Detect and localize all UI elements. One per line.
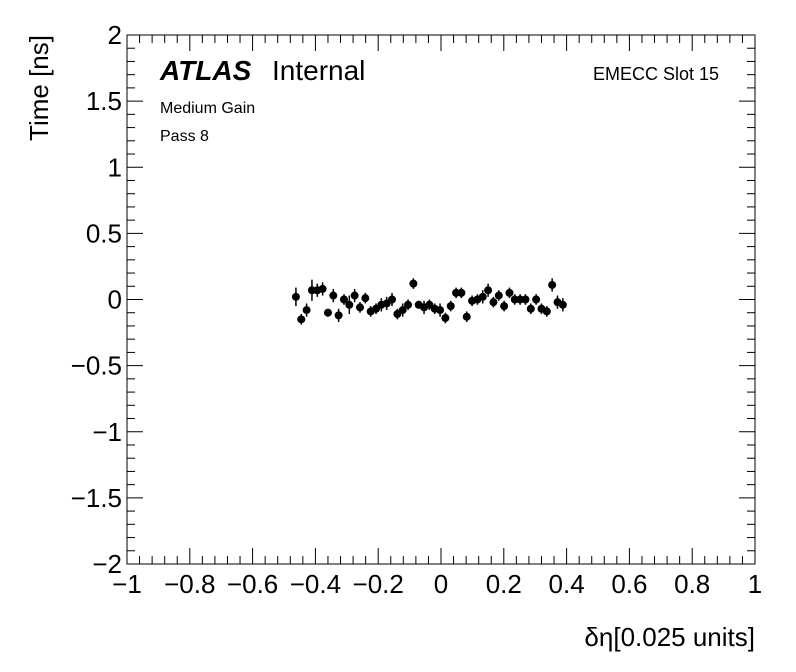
data-point <box>398 306 407 315</box>
data-point <box>291 292 300 301</box>
data-point <box>548 280 557 289</box>
y-tick-label: −0.5 <box>71 351 122 381</box>
internal-label: Internal <box>272 55 365 86</box>
y-tick-labels: −2 −1.5 −1 −0.5 0 0.5 1 1.5 2 <box>71 20 122 579</box>
data-point <box>339 295 348 304</box>
y-tick-label: −2 <box>92 549 122 579</box>
y-tick-label: 1 <box>108 152 122 182</box>
data-point <box>532 295 541 304</box>
x-tick-label: 0.2 <box>486 569 522 599</box>
y-tick-label: −1 <box>92 417 122 447</box>
data-point <box>436 306 445 315</box>
gain-label: Medium Gain <box>160 100 255 117</box>
data-point <box>355 303 364 312</box>
data-point <box>558 300 567 309</box>
x-tick-labels: −1 −0.8 −0.6 −0.4 −0.2 0 0.2 0.4 0.6 0.8 1 <box>112 569 762 599</box>
data-point <box>505 288 514 297</box>
y-tick-label: 1.5 <box>86 86 122 116</box>
data-point <box>478 292 487 301</box>
y-tick-label: −1.5 <box>71 483 122 513</box>
x-tick-label: −0.4 <box>290 569 341 599</box>
data-point <box>302 306 311 315</box>
data-point <box>526 304 535 313</box>
data-point <box>500 302 509 311</box>
data-point <box>345 300 354 309</box>
data-point <box>318 284 327 293</box>
data-point <box>489 298 498 307</box>
data-point <box>350 291 359 300</box>
data-point <box>457 288 466 297</box>
x-tick-label: 0.6 <box>611 569 647 599</box>
x-tick-label: 1 <box>748 569 762 599</box>
x-tick-label: 0.8 <box>674 569 710 599</box>
pass-label: Pass 8 <box>160 128 209 145</box>
x-tick-label: 0 <box>434 569 448 599</box>
data-point <box>542 307 551 316</box>
x-axis-title: δη[0.025 units] <box>584 622 755 652</box>
atlas-label: ATLAS <box>159 55 252 86</box>
x-tick-label: −0.2 <box>353 569 404 599</box>
axis-ticks <box>126 34 756 565</box>
y-tick-label: 2 <box>108 20 122 50</box>
data-point <box>484 286 493 295</box>
data-point <box>388 295 397 304</box>
data-point <box>446 302 455 311</box>
data-point <box>323 308 332 317</box>
data-point <box>521 295 530 304</box>
x-tick-label: −1 <box>112 569 142 599</box>
y-axis-title: Time [ns] <box>24 35 54 141</box>
data-points <box>291 278 567 325</box>
data-point <box>494 291 503 300</box>
data-point <box>361 294 370 303</box>
y-tick-label: 0 <box>108 285 122 315</box>
x-tick-label: 0.4 <box>549 569 585 599</box>
data-point <box>462 312 471 321</box>
data-point <box>441 314 450 323</box>
data-point <box>329 291 338 300</box>
data-point <box>297 315 306 324</box>
slot-label: EMECC Slot 15 <box>593 64 719 84</box>
data-point <box>334 311 343 320</box>
data-point <box>404 300 413 309</box>
x-tick-label: −0.8 <box>164 569 215 599</box>
x-tick-label: −0.6 <box>227 569 278 599</box>
data-point <box>409 279 418 288</box>
y-tick-label: 0.5 <box>86 218 122 248</box>
